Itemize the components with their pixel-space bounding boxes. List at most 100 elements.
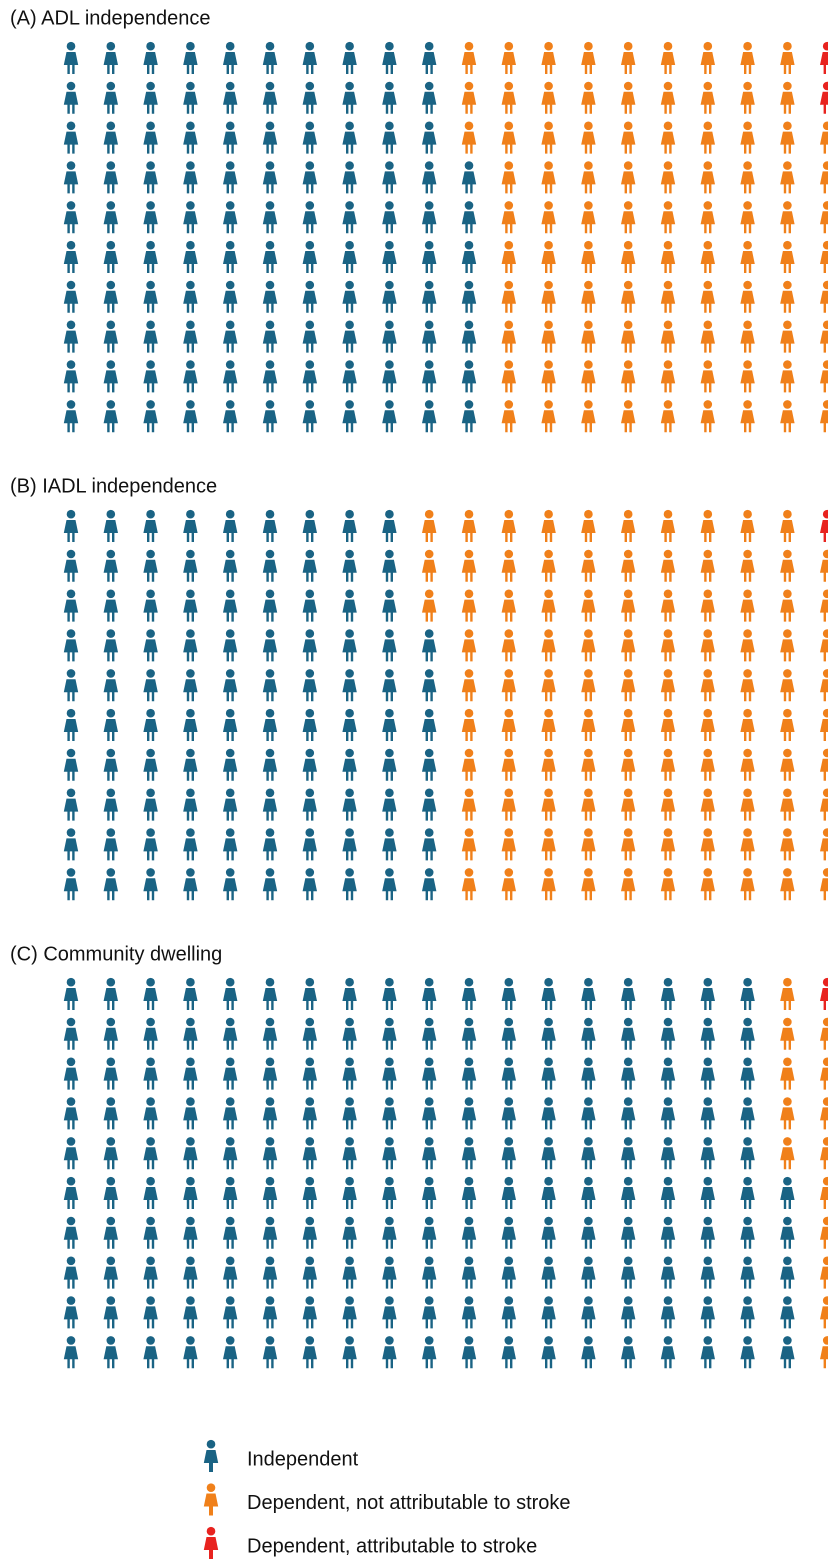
person-icon [501, 81, 516, 114]
person-icon [63, 400, 79, 433]
person-icon [501, 201, 516, 234]
person-icon [660, 360, 676, 393]
person-icon [183, 629, 198, 662]
person-icon [302, 509, 317, 542]
person-icon [382, 400, 397, 433]
person-icon [262, 977, 278, 1010]
panel-title: (C) Community dwelling [10, 943, 222, 965]
person-icon [501, 629, 516, 662]
person-icon [581, 1137, 596, 1170]
person-icon [63, 1336, 79, 1369]
person-icon [461, 400, 477, 433]
person-icon [740, 320, 755, 353]
person-icon [581, 360, 596, 393]
person-icon [581, 400, 596, 433]
person-icon [700, 748, 715, 781]
person-icon [660, 121, 676, 154]
person-icon [780, 1176, 795, 1209]
person-icon [262, 1256, 278, 1289]
person-icon [382, 1216, 397, 1249]
person-icon [740, 121, 755, 154]
person-icon [581, 589, 596, 622]
person-icon [63, 41, 79, 74]
person-icon [103, 400, 118, 433]
person-icon [422, 1216, 437, 1249]
person-icon [780, 669, 795, 702]
person-icon [143, 81, 158, 114]
person-icon [501, 788, 516, 821]
person-icon [780, 748, 795, 781]
person-icon [581, 1296, 596, 1329]
person-icon [342, 1176, 357, 1209]
person-icon [461, 1216, 477, 1249]
person-icon [780, 41, 795, 74]
person-icon [183, 1336, 198, 1369]
person-icon [700, 669, 715, 702]
person-icon [342, 201, 357, 234]
person-icon [223, 509, 238, 542]
person-icon [63, 1017, 79, 1050]
person-icon [63, 1216, 79, 1249]
person-icon [103, 41, 118, 74]
person-icon [660, 1216, 676, 1249]
person-icon [143, 868, 158, 901]
person-icon [780, 201, 795, 234]
person-icon [740, 589, 755, 622]
person-icon [700, 1296, 715, 1329]
person-icon [660, 240, 676, 273]
person-icon [740, 1097, 755, 1130]
person-icon [223, 1017, 238, 1050]
person-icon [103, 1097, 118, 1130]
person-icon [382, 1176, 397, 1209]
person-icon [422, 868, 437, 901]
person-icon [342, 400, 357, 433]
person-icon [581, 41, 596, 74]
person-icon [461, 788, 477, 821]
person-icon [461, 1017, 477, 1050]
person-icon [820, 280, 828, 313]
person-icon [660, 748, 676, 781]
person-icon [183, 1137, 198, 1170]
person-icon [302, 1097, 317, 1130]
person-icon [541, 1296, 556, 1329]
person-icon [262, 509, 278, 542]
person-icon [541, 977, 556, 1010]
person-icon [262, 788, 278, 821]
person-icon [422, 549, 437, 582]
person-icon [382, 320, 397, 353]
person-icon [541, 589, 556, 622]
person-icon [660, 1137, 676, 1170]
person-icon [740, 708, 755, 741]
person-icon [302, 121, 317, 154]
person-icon [501, 320, 516, 353]
person-icon [541, 509, 556, 542]
person-icon [223, 320, 238, 353]
person-icon [262, 1017, 278, 1050]
person-icon [820, 121, 828, 154]
person-icon [501, 977, 516, 1010]
person-icon [700, 977, 715, 1010]
person-icon [621, 201, 636, 234]
person-icon [183, 669, 198, 702]
person-icon [143, 549, 158, 582]
legend-icon [203, 1439, 219, 1472]
person-icon [541, 669, 556, 702]
person-icon [302, 41, 317, 74]
person-icon [780, 828, 795, 861]
person-icon [581, 748, 596, 781]
person-icon [382, 1097, 397, 1130]
person-icon [63, 828, 79, 861]
person-icon [541, 549, 556, 582]
person-icon [422, 1296, 437, 1329]
person-icon [382, 1057, 397, 1090]
person-icon [63, 629, 79, 662]
person-icon [103, 1216, 118, 1249]
person-icon [820, 161, 828, 194]
person-icon [461, 549, 477, 582]
person-icon [700, 1216, 715, 1249]
person-icon [382, 1256, 397, 1289]
person-icon [183, 1256, 198, 1289]
person-icon [382, 589, 397, 622]
person-icon [581, 1097, 596, 1130]
person-icon [621, 1256, 636, 1289]
